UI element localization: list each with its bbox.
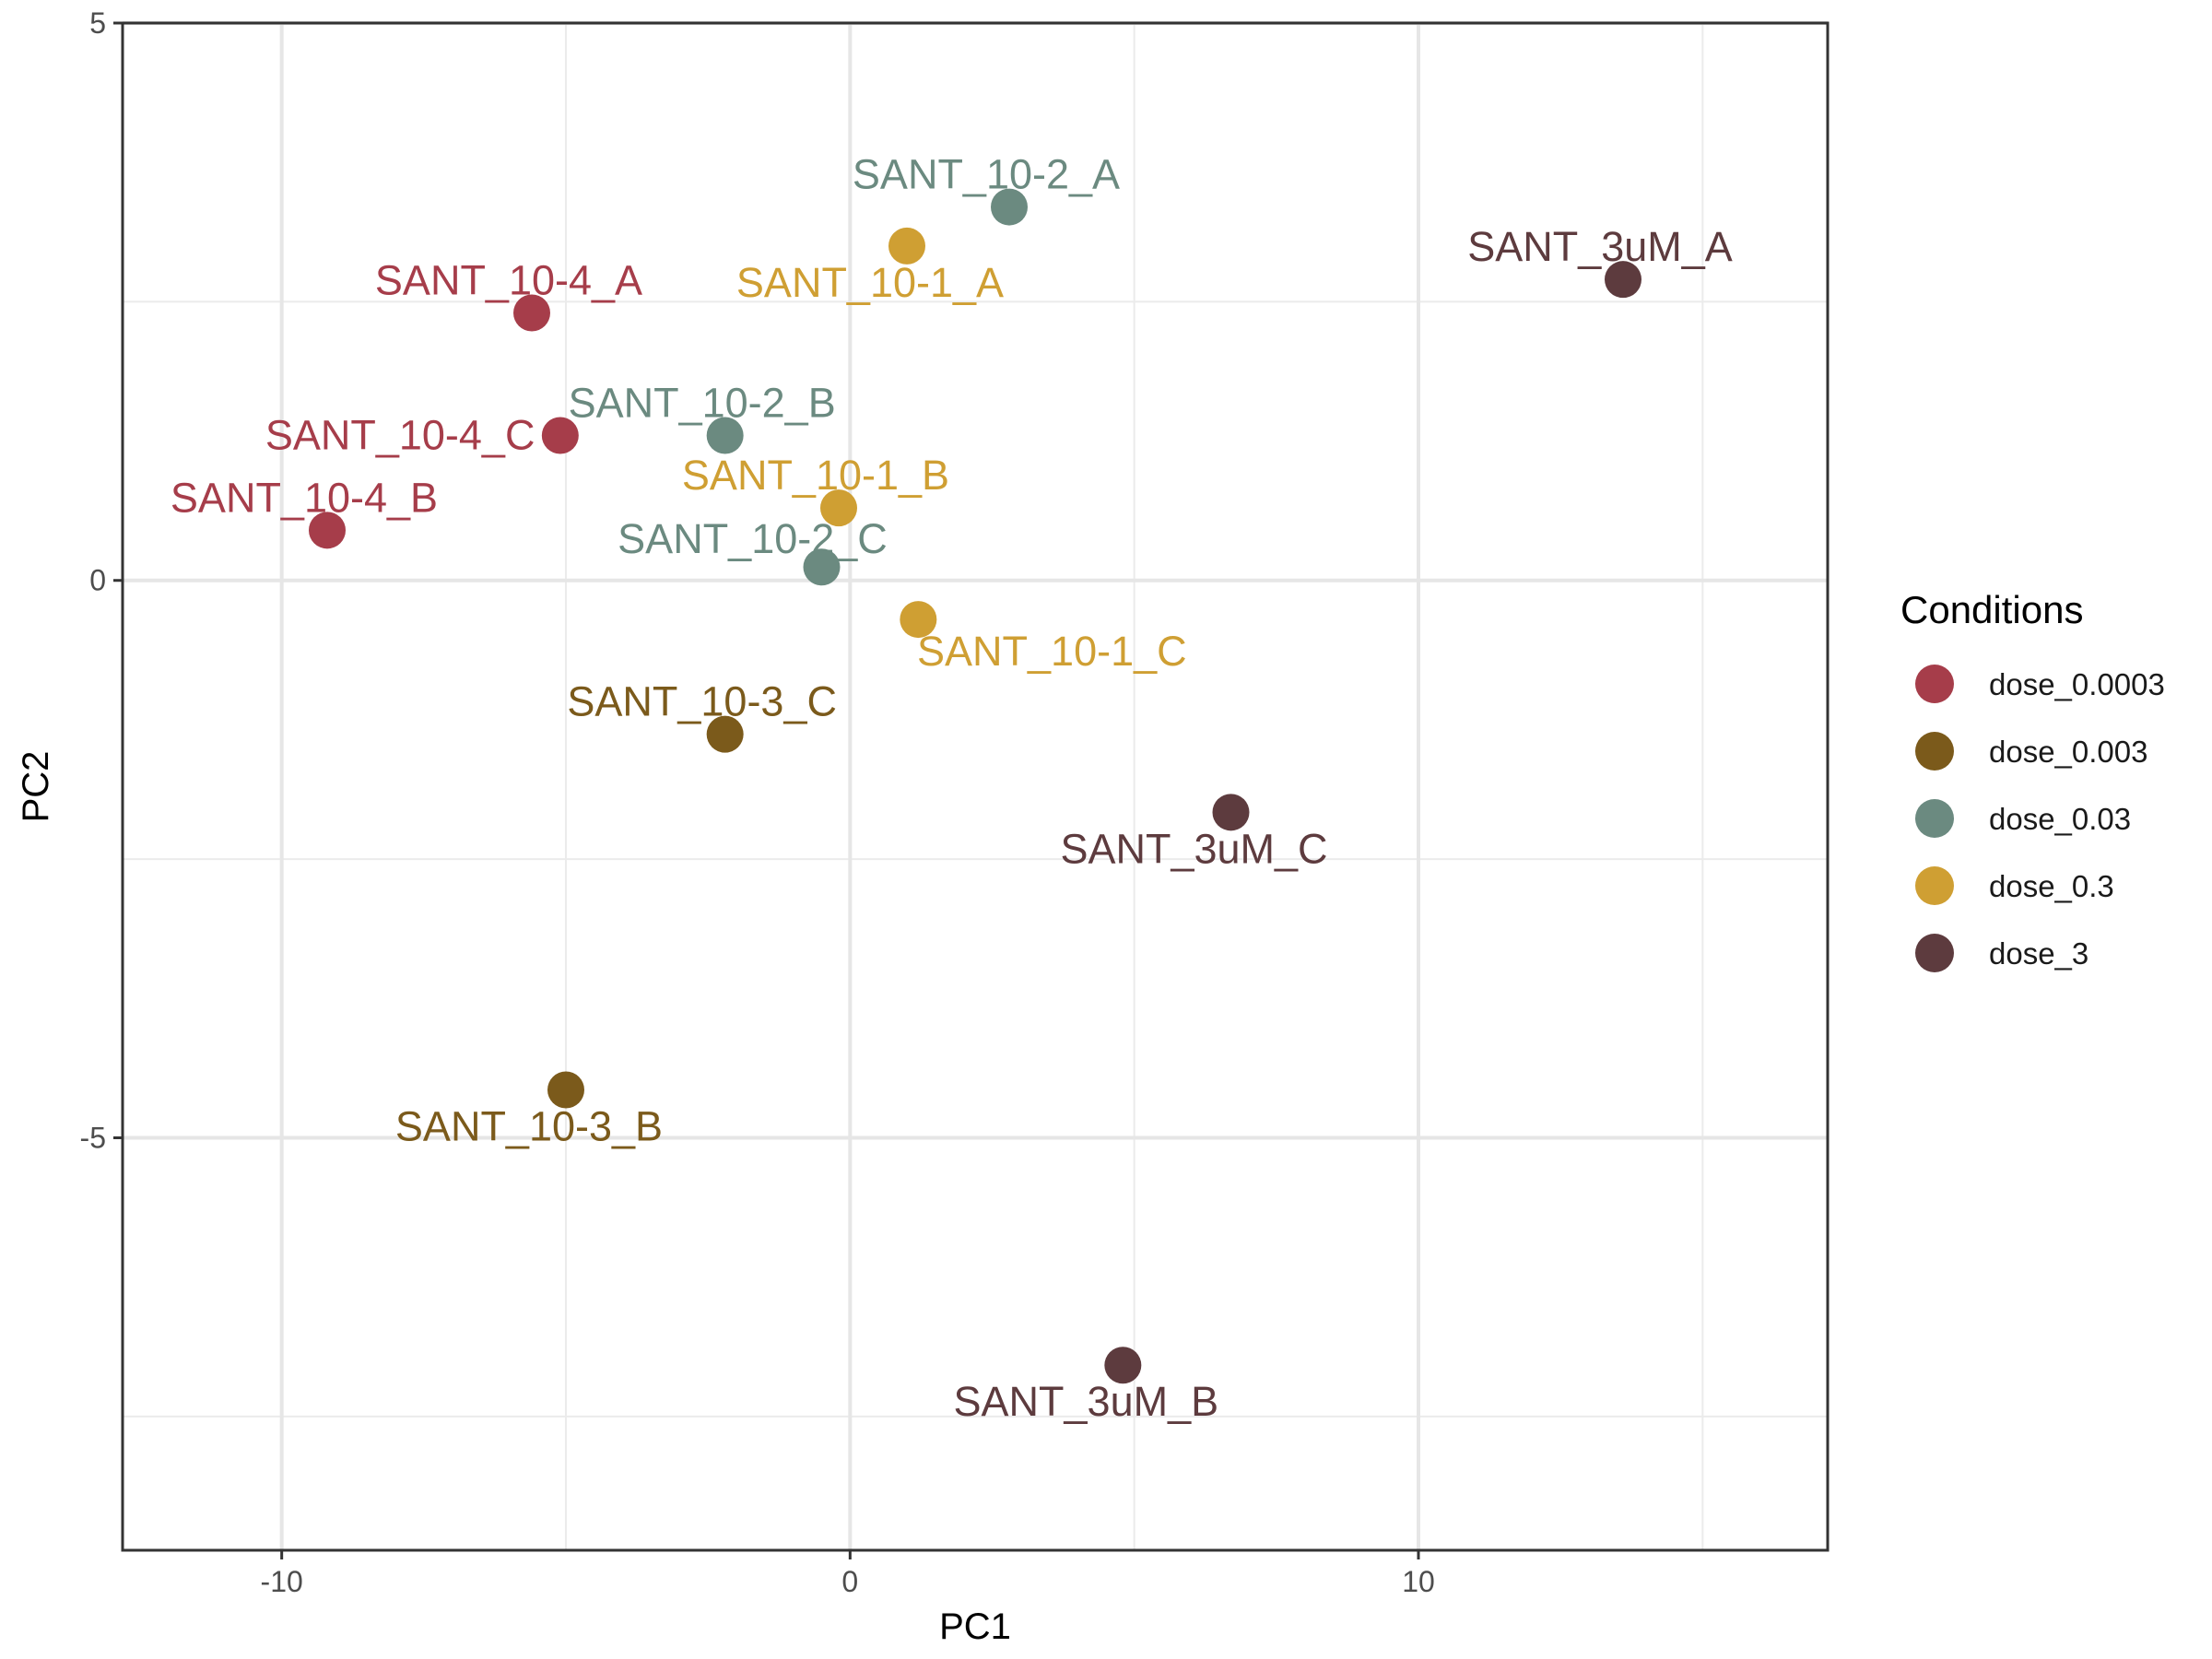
legend-label: dose_0.3: [1989, 869, 2114, 903]
data-points: [309, 188, 1641, 1384]
legend-swatch: [1915, 934, 1954, 972]
x-tick-label: 0: [841, 1565, 858, 1598]
legend-label: dose_0.003: [1989, 735, 2148, 769]
point-label: SANT_10-4_A: [375, 256, 642, 303]
data-point: [1212, 794, 1250, 831]
data-point: [803, 548, 841, 586]
y-axis-title: PC2: [16, 751, 56, 823]
x-tick-label: -10: [261, 1565, 303, 1598]
data-point: [991, 188, 1028, 226]
y-tick-label: -5: [80, 1121, 106, 1154]
y-tick-label: 0: [89, 564, 106, 597]
point-labels: SANT_10-2_A SANT_10-1_A SANT_3uM_A SANT_10-…: [171, 151, 1733, 1426]
point-label: SANT_10-2_C: [618, 515, 888, 562]
legend-swatch: [1915, 866, 1954, 905]
legend-swatch: [1915, 665, 1954, 703]
data-point: [309, 512, 346, 549]
point-label: SANT_10-1_C: [917, 628, 1187, 675]
legend-swatch: [1915, 799, 1954, 838]
plot-border: [121, 21, 1830, 1552]
point-label: SANT_3uM_A: [1467, 223, 1733, 270]
data-point: [706, 417, 744, 454]
point-label: SANT_10-1_B: [682, 452, 949, 499]
data-point: [888, 227, 925, 265]
data-point: [1104, 1347, 1142, 1384]
legend-title: Conditions: [1900, 588, 2083, 631]
point-label: SANT_10-4_B: [171, 474, 438, 521]
legend: Conditions dose_0.0003 dose_0.003 dose_0.03…: [1900, 588, 2165, 972]
data-point: [547, 1071, 584, 1109]
data-point: [513, 294, 550, 332]
legend-label: dose_0.0003: [1989, 667, 2165, 701]
x-axis-title: PC1: [939, 1606, 1011, 1647]
legend-swatch: [1915, 732, 1954, 771]
legend-label: dose_0.03: [1989, 802, 2131, 836]
point-label: SANT_10-1_A: [736, 259, 1004, 306]
data-point: [900, 601, 937, 639]
point-label: SANT_10-3_B: [395, 1102, 663, 1149]
legend-label: dose_3: [1989, 936, 2088, 971]
plot-panel: [123, 23, 1828, 1550]
point-label: SANT_10-2_B: [569, 380, 836, 427]
point-label: SANT_10-2_A: [853, 151, 1120, 198]
data-point: [820, 489, 857, 527]
data-point: [706, 715, 744, 753]
point-label: SANT_10-4_C: [265, 412, 535, 459]
x-tick-label: 10: [1402, 1565, 1435, 1598]
point-label: SANT_3uM_B: [954, 1378, 1219, 1425]
point-label: SANT_10-3_C: [567, 678, 837, 725]
data-point: [1605, 261, 1641, 299]
axes: -10 0 10 -5 0 5 PC1 PC2: [16, 6, 1435, 1647]
point-label: SANT_3uM_C: [1060, 825, 1327, 872]
grid-lines: [123, 21, 1828, 1550]
y-tick-label: 5: [89, 6, 106, 40]
data-point: [541, 417, 579, 454]
